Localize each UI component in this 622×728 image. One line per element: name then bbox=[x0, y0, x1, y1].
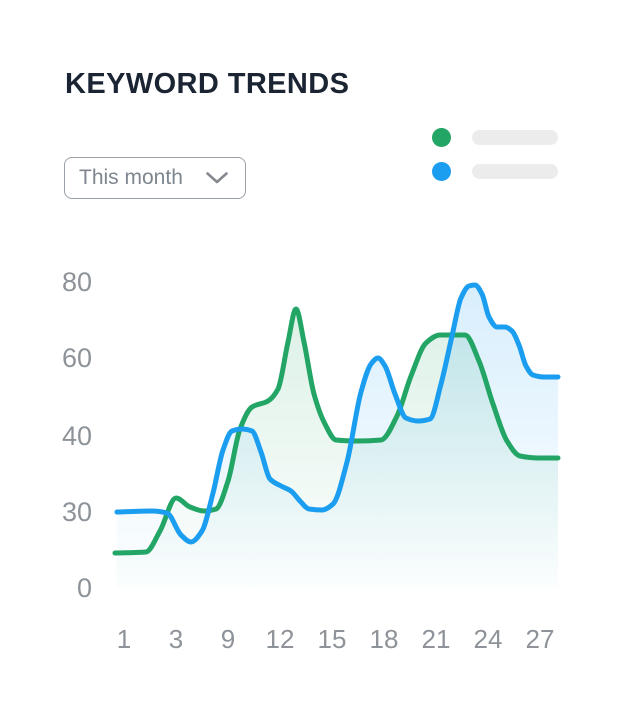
x-axis-tick-label: 9 bbox=[221, 624, 235, 654]
trend-chart: 80 60 40 30 01 3 9 12 15 18 21 24 27 bbox=[62, 267, 561, 654]
x-axis-tick-label: 21 bbox=[422, 624, 451, 654]
y-axis-tick-label: 30 bbox=[62, 497, 92, 527]
chart-legend bbox=[432, 128, 558, 181]
chart-area: 80 60 40 30 0 1 3 9 12 15 18 21 24 27 bbox=[0, 230, 622, 700]
legend-label-placeholder bbox=[472, 164, 558, 179]
chevron-down-icon bbox=[206, 172, 228, 184]
x-axis-tick-label: 1 bbox=[117, 624, 131, 654]
blue-series-line bbox=[114, 282, 561, 545]
legend-item[interactable] bbox=[432, 128, 558, 147]
x-axis-tick-label: 15 bbox=[318, 624, 347, 654]
y-axis-tick-label: 40 bbox=[62, 421, 92, 451]
x-axis-tick-label: 27 bbox=[526, 624, 555, 654]
y-axis-tick-label: 0 bbox=[77, 573, 92, 603]
y-axis-tick-label: 80 bbox=[62, 267, 92, 297]
legend-dot bbox=[432, 162, 451, 181]
time-range-dropdown[interactable]: This month bbox=[64, 157, 246, 199]
legend-dot bbox=[432, 128, 451, 147]
x-axis-tick-label: 3 bbox=[169, 624, 183, 654]
x-axis-tick-label: 18 bbox=[370, 624, 399, 654]
y-axis-tick-label: 60 bbox=[62, 343, 92, 373]
time-range-value: This month bbox=[79, 166, 183, 189]
legend-item[interactable] bbox=[432, 162, 558, 181]
green-series-line bbox=[112, 306, 561, 556]
legend-label-placeholder bbox=[472, 130, 558, 145]
x-axis-tick-label: 24 bbox=[474, 624, 503, 654]
x-axis-tick-label: 12 bbox=[266, 624, 295, 654]
blue-series-area bbox=[117, 285, 558, 588]
page-title: KEYWORD TRENDS bbox=[65, 68, 350, 100]
